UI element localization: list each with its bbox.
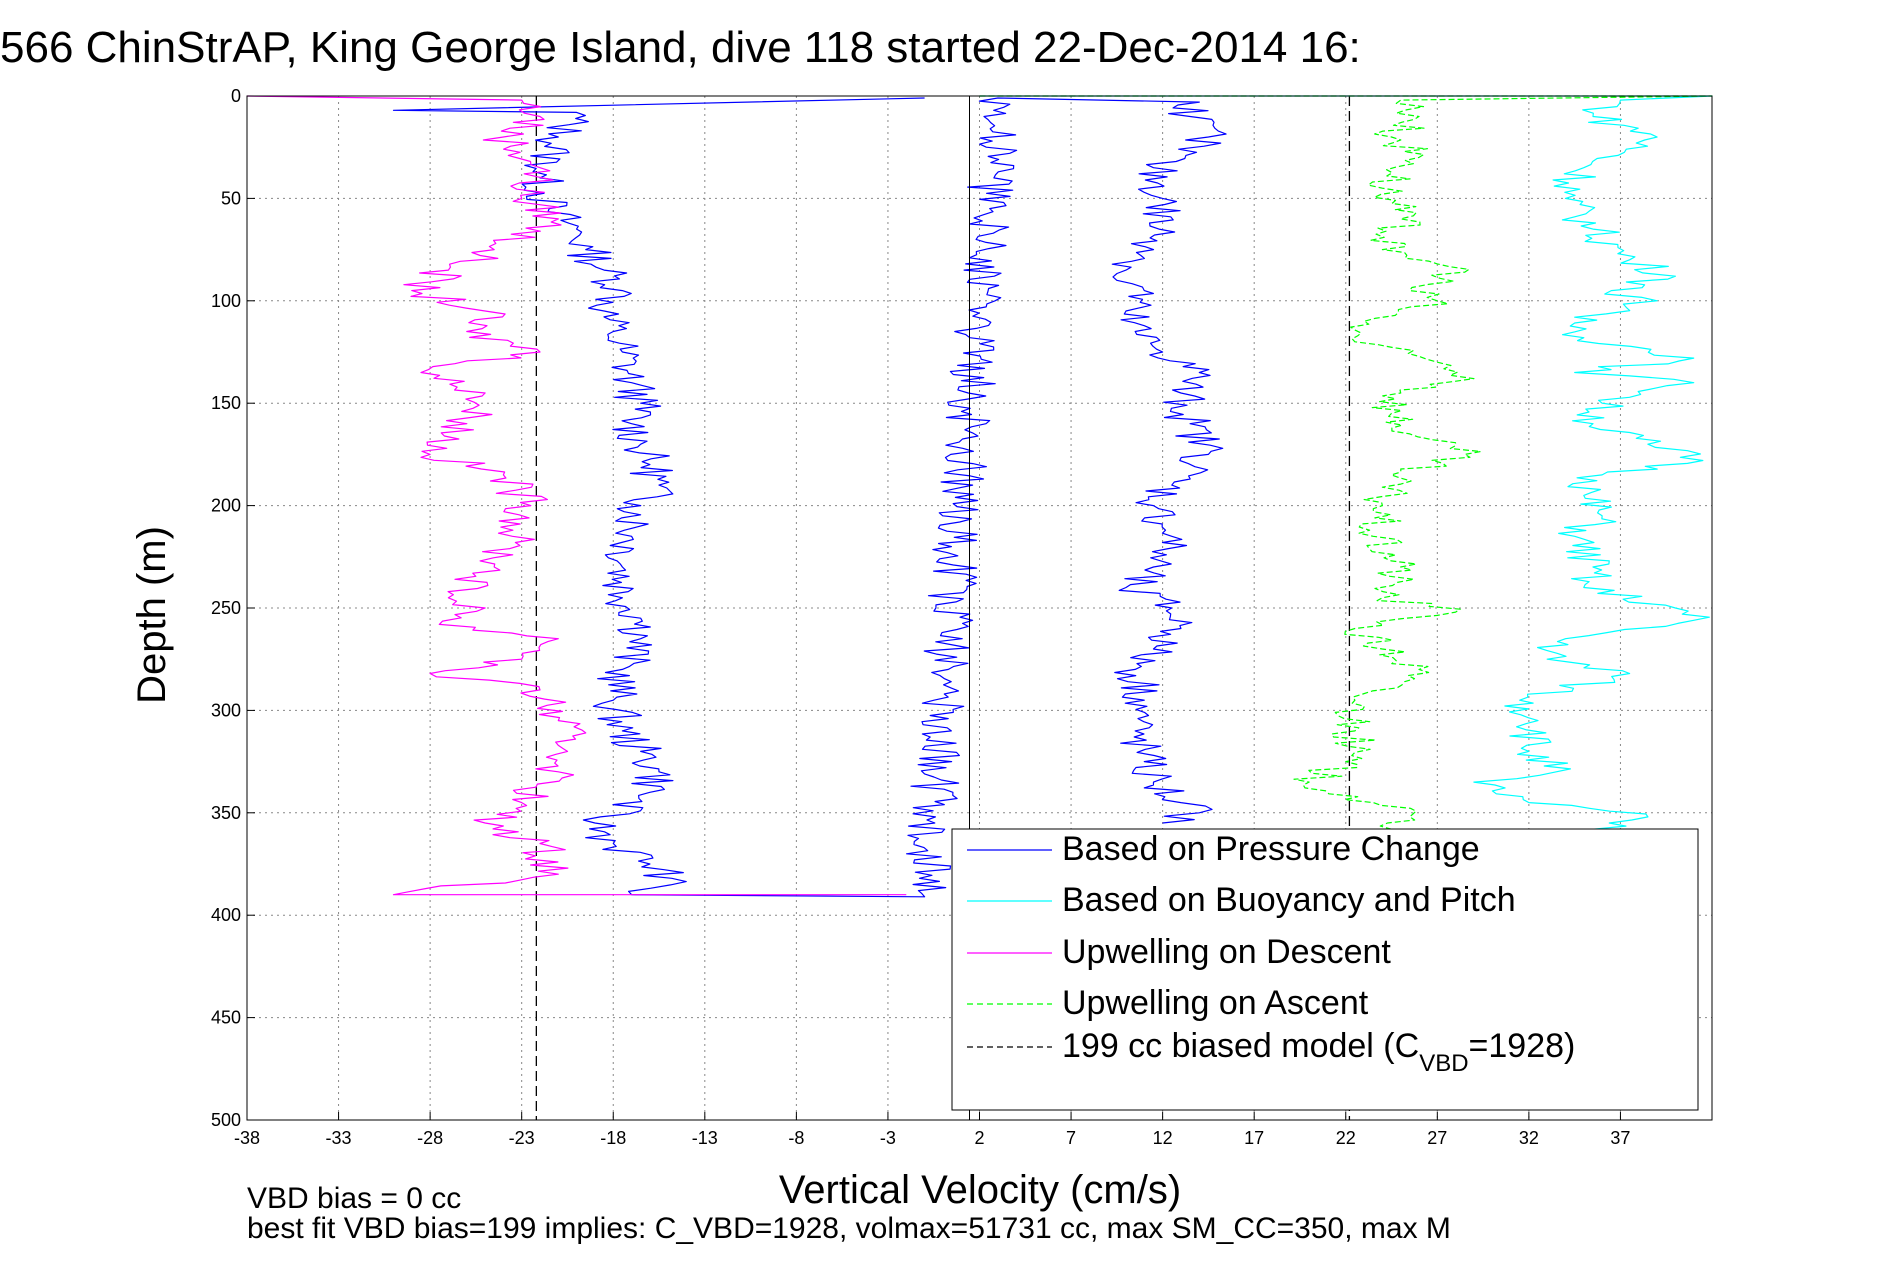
legend-entry-label: Upwelling on Descent [1062,933,1391,971]
y-tick-label: 300 [211,700,241,720]
y-axis-label: Depth (m) [130,526,174,704]
y-tick-label: 350 [211,803,241,823]
y-tick-label: 450 [211,1008,241,1028]
x-tick-label: 2 [974,1128,984,1148]
y-tick-label: 400 [211,905,241,925]
series-line-0 [392,97,1227,898]
y-tick-label: 200 [211,496,241,516]
legend-entry-label: Based on Pressure Change [1062,830,1480,868]
y-tick-label: 100 [211,291,241,311]
y-tick-label: 50 [221,188,241,208]
legend-subscript: VBD [1419,1050,1468,1077]
y-tick-label: 150 [211,393,241,413]
x-axis-label: Vertical Velocity (cm/s) [779,1168,1181,1212]
reference-lines [535,96,1351,1120]
legend-box [951,828,1699,1111]
x-tick-label: 22 [1336,1128,1356,1148]
legend-suffix: =1928) [1469,1027,1576,1065]
y-tick-label: 0 [231,86,241,106]
x-tick-label: -8 [788,1128,804,1148]
series-layer [246,95,1713,898]
x-tick-label: -18 [600,1128,626,1148]
x-tick-label: 27 [1427,1128,1447,1148]
x-tick-label: -13 [692,1128,718,1148]
y-tick-label: 250 [211,598,241,618]
x-tick-label: -23 [509,1128,535,1148]
x-tick-label: 12 [1153,1128,1173,1148]
y-tick-label: 500 [211,1110,241,1130]
x-tick-label: -28 [417,1128,443,1148]
series-line-3 [979,95,1713,830]
chart-title: 566 ChinStrAP, King George Island, dive … [0,23,1361,72]
x-tick-label: 17 [1244,1128,1264,1148]
x-tick-label: -33 [326,1128,352,1148]
y-axis-ticks: 0 50 100 150 200 250 300 350 400 450 500 [211,86,255,1130]
x-tick-label: 7 [1066,1128,1076,1148]
footer-vbd-bias: VBD bias = 0 cc [247,1182,461,1215]
legend-entry-label: Based on Buoyancy and Pitch [1062,881,1516,919]
x-tick-label: -38 [234,1128,260,1148]
legend-entry-label: Upwelling on Ascent [1062,984,1369,1022]
x-tick-label: -3 [880,1128,896,1148]
footer-best-fit: best fit VBD bias=199 implies: C_VBD=192… [247,1212,1451,1245]
legend: Based on Pressure Change Based on Buoyanc… [951,828,1699,1111]
x-tick-label: 37 [1610,1128,1630,1148]
x-axis-ticks: -38 -33 -28 -23 -18 -13 -8 -3 2 7 12 17 22 27 32 37 [234,1112,1630,1148]
series-line-2 [246,95,907,896]
series-line-1 [979,95,1713,830]
x-tick-label: 32 [1519,1128,1539,1148]
